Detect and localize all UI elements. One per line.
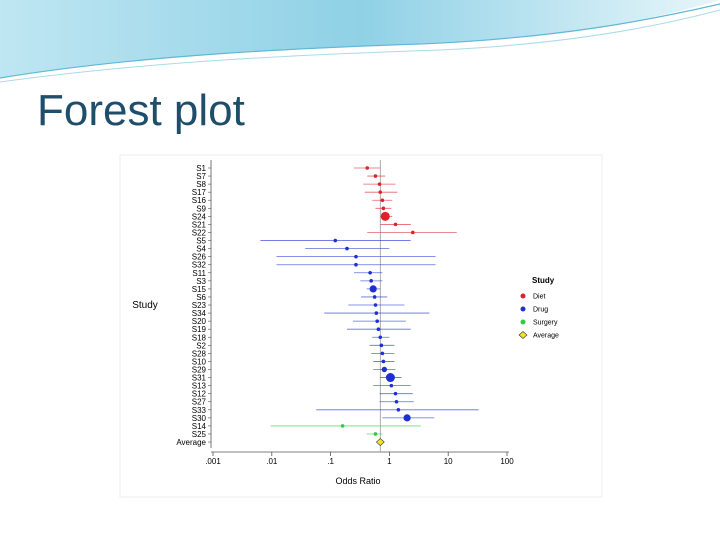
chart-frame bbox=[119, 154, 603, 498]
odds-ratio-point bbox=[403, 414, 411, 422]
odds-ratio-point bbox=[379, 343, 384, 348]
odds-ratio-point bbox=[394, 399, 399, 404]
odds-ratio-point bbox=[373, 174, 378, 178]
y-tick-label: S31 bbox=[192, 374, 207, 383]
odds-ratio-point bbox=[369, 279, 373, 283]
odds-ratio-point bbox=[396, 408, 401, 412]
y-tick-label: S16 bbox=[192, 196, 207, 205]
odds-ratio-point bbox=[393, 222, 398, 227]
y-tick-label: S21 bbox=[192, 220, 207, 229]
y-tick-label: S7 bbox=[196, 172, 206, 181]
odds-ratio-point bbox=[377, 182, 382, 186]
odds-ratio-point bbox=[393, 391, 398, 396]
y-tick-label: S29 bbox=[192, 366, 207, 375]
legend-marker bbox=[520, 319, 526, 325]
odds-ratio-point bbox=[385, 373, 395, 383]
legend-label: Drug bbox=[533, 307, 548, 314]
y-tick-label: S9 bbox=[196, 204, 206, 213]
legend-marker bbox=[520, 293, 526, 299]
y-axis-label: Study bbox=[132, 300, 158, 311]
y-tick-label: S18 bbox=[192, 333, 207, 342]
x-tick-label: 100 bbox=[500, 457, 514, 466]
y-tick-label: S26 bbox=[192, 253, 207, 262]
odds-ratio-point bbox=[378, 190, 383, 194]
odds-ratio-point bbox=[381, 206, 386, 211]
y-tick-label: S10 bbox=[192, 357, 207, 366]
odds-ratio-point bbox=[380, 211, 390, 221]
legend-title: Study bbox=[532, 276, 555, 285]
y-tick-label: S3 bbox=[196, 277, 206, 286]
x-axis-label: Odds Ratio bbox=[335, 476, 380, 486]
y-tick-label: S33 bbox=[192, 406, 207, 415]
y-tick-label: S22 bbox=[192, 228, 207, 237]
y-tick-label: S28 bbox=[192, 349, 207, 358]
odds-ratio-point bbox=[380, 351, 385, 356]
y-tick-label: S11 bbox=[192, 269, 206, 278]
header-line bbox=[0, 9, 720, 83]
legend-label: Average bbox=[533, 333, 559, 340]
legend-label: Diet bbox=[533, 294, 546, 301]
x-tick-label: .1 bbox=[327, 457, 334, 466]
odds-ratio-point bbox=[380, 198, 385, 203]
legend-marker bbox=[518, 331, 528, 339]
x-tick-label: 1 bbox=[387, 457, 392, 466]
y-tick-label: S20 bbox=[192, 317, 207, 326]
x-tick-label: .01 bbox=[266, 457, 278, 466]
y-tick-label: S17 bbox=[192, 188, 207, 197]
y-tick-label: S14 bbox=[192, 422, 207, 431]
y-tick-label: S6 bbox=[196, 293, 206, 302]
y-tick-label: S25 bbox=[192, 430, 207, 439]
odds-ratio-point bbox=[378, 335, 383, 340]
odds-ratio-point bbox=[368, 270, 372, 275]
odds-ratio-point bbox=[381, 366, 388, 373]
header-wave bbox=[0, 0, 720, 78]
legend-label: Surgery bbox=[533, 320, 558, 327]
x-tick-label: 10 bbox=[444, 457, 453, 466]
slide-title: Forest plot bbox=[37, 86, 245, 135]
odds-ratio-point bbox=[389, 383, 394, 388]
odds-ratio-point bbox=[381, 359, 386, 364]
y-tick-label: S1 bbox=[196, 164, 206, 173]
y-tick-label: S2 bbox=[196, 341, 206, 350]
odds-ratio-point bbox=[374, 311, 379, 315]
odds-ratio-point bbox=[373, 432, 378, 436]
y-tick-label: S32 bbox=[192, 261, 207, 270]
odds-ratio-point bbox=[365, 166, 370, 170]
y-tick-label: S8 bbox=[196, 180, 206, 189]
odds-ratio-point bbox=[354, 254, 358, 259]
y-tick-label: S12 bbox=[192, 390, 207, 399]
odds-ratio-point bbox=[372, 295, 377, 299]
odds-ratio-point bbox=[376, 327, 381, 332]
header-line bbox=[0, 3, 720, 79]
odds-ratio-point bbox=[333, 238, 338, 243]
odds-ratio-point bbox=[369, 285, 377, 293]
y-tick-label: S34 bbox=[192, 309, 207, 318]
x-tick-label: .001 bbox=[205, 457, 221, 466]
y-tick-label: S30 bbox=[192, 414, 207, 423]
odds-ratio-point bbox=[345, 246, 349, 251]
y-tick-label: S15 bbox=[192, 285, 207, 294]
y-tick-label: S23 bbox=[192, 301, 207, 310]
odds-ratio-point bbox=[354, 262, 358, 267]
y-tick-label: S27 bbox=[192, 398, 207, 407]
y-tick-label: S13 bbox=[192, 382, 207, 391]
odds-ratio-point bbox=[375, 319, 379, 323]
average-diamond bbox=[375, 438, 385, 446]
y-tick-label: S24 bbox=[192, 212, 207, 221]
odds-ratio-point bbox=[373, 303, 378, 307]
y-tick-label: S19 bbox=[192, 325, 207, 334]
y-tick-label: S4 bbox=[196, 245, 206, 254]
odds-ratio-point bbox=[340, 424, 345, 428]
y-tick-label: S5 bbox=[196, 237, 206, 246]
legend-marker bbox=[520, 306, 526, 312]
odds-ratio-point bbox=[410, 230, 415, 235]
y-tick-label: Average bbox=[176, 438, 206, 447]
